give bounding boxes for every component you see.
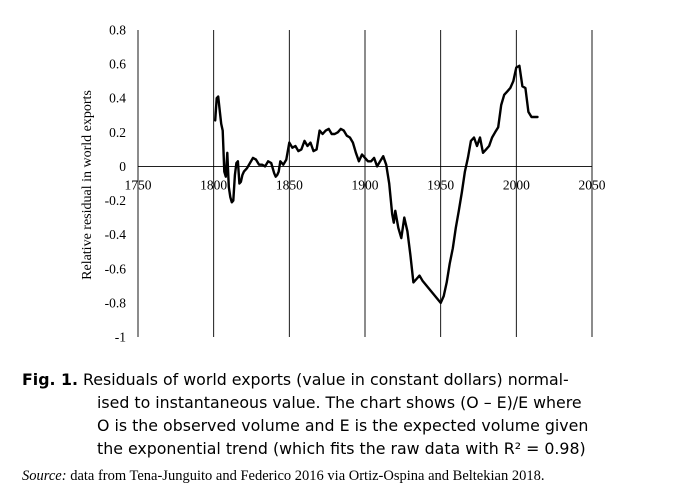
x-tick-label: 2000 (503, 177, 530, 192)
caption-line-1: Residuals of world exports (value in con… (78, 370, 569, 389)
gridlines (137, 30, 593, 337)
y-axis-title: Relative residual in world exports (80, 90, 95, 280)
y-tick-label: 0.4 (109, 91, 126, 106)
x-tick-label: 1750 (125, 177, 152, 192)
caption-line-3: O is the observed volume and E is the ex… (97, 416, 589, 435)
caption-line-2: ised to instantaneous value. The chart s… (97, 393, 582, 412)
y-tick-label: 0 (119, 159, 126, 174)
y-tick-label: -0.4 (105, 227, 127, 242)
chart: 1750 1800 1850 1900 1950 2000 2050 0.8 0.6 0.4 0.2… (80, 23, 606, 345)
y-tick-label: -0.6 (105, 261, 127, 276)
figure-caption: Fig. 1. Residuals of world exports (valu… (22, 368, 672, 460)
source-text: data from Tena-Junguito and Federico 201… (66, 468, 545, 484)
source-label: Source: (22, 468, 67, 484)
x-tick-label: 1950 (427, 177, 454, 192)
x-tick-label: 2050 (579, 177, 606, 192)
source-note: Source: data from Tena-Junguito and Fede… (22, 468, 682, 485)
x-tick-label: 1850 (276, 177, 303, 192)
y-tick-label: -0.2 (105, 193, 126, 208)
x-tick-label: 1900 (352, 177, 379, 192)
series-layer (213, 64, 539, 305)
y-tick-label: -0.8 (105, 295, 127, 310)
caption-label: Fig. 1. (22, 370, 79, 389)
y-tick-label: 0.2 (109, 125, 126, 140)
tick-labels: 1750 1800 1850 1900 1950 2000 2050 0.8 0.6 0.4 0.2… (105, 23, 606, 345)
x-tick-label: 1800 (200, 177, 227, 192)
caption-line-4: the exponential trend (which fits the ra… (97, 439, 586, 458)
series-line (213, 64, 539, 305)
y-tick-label: 0.6 (109, 57, 126, 72)
y-tick-label: -1 (115, 330, 126, 345)
y-tick-label: 0.8 (109, 23, 126, 38)
